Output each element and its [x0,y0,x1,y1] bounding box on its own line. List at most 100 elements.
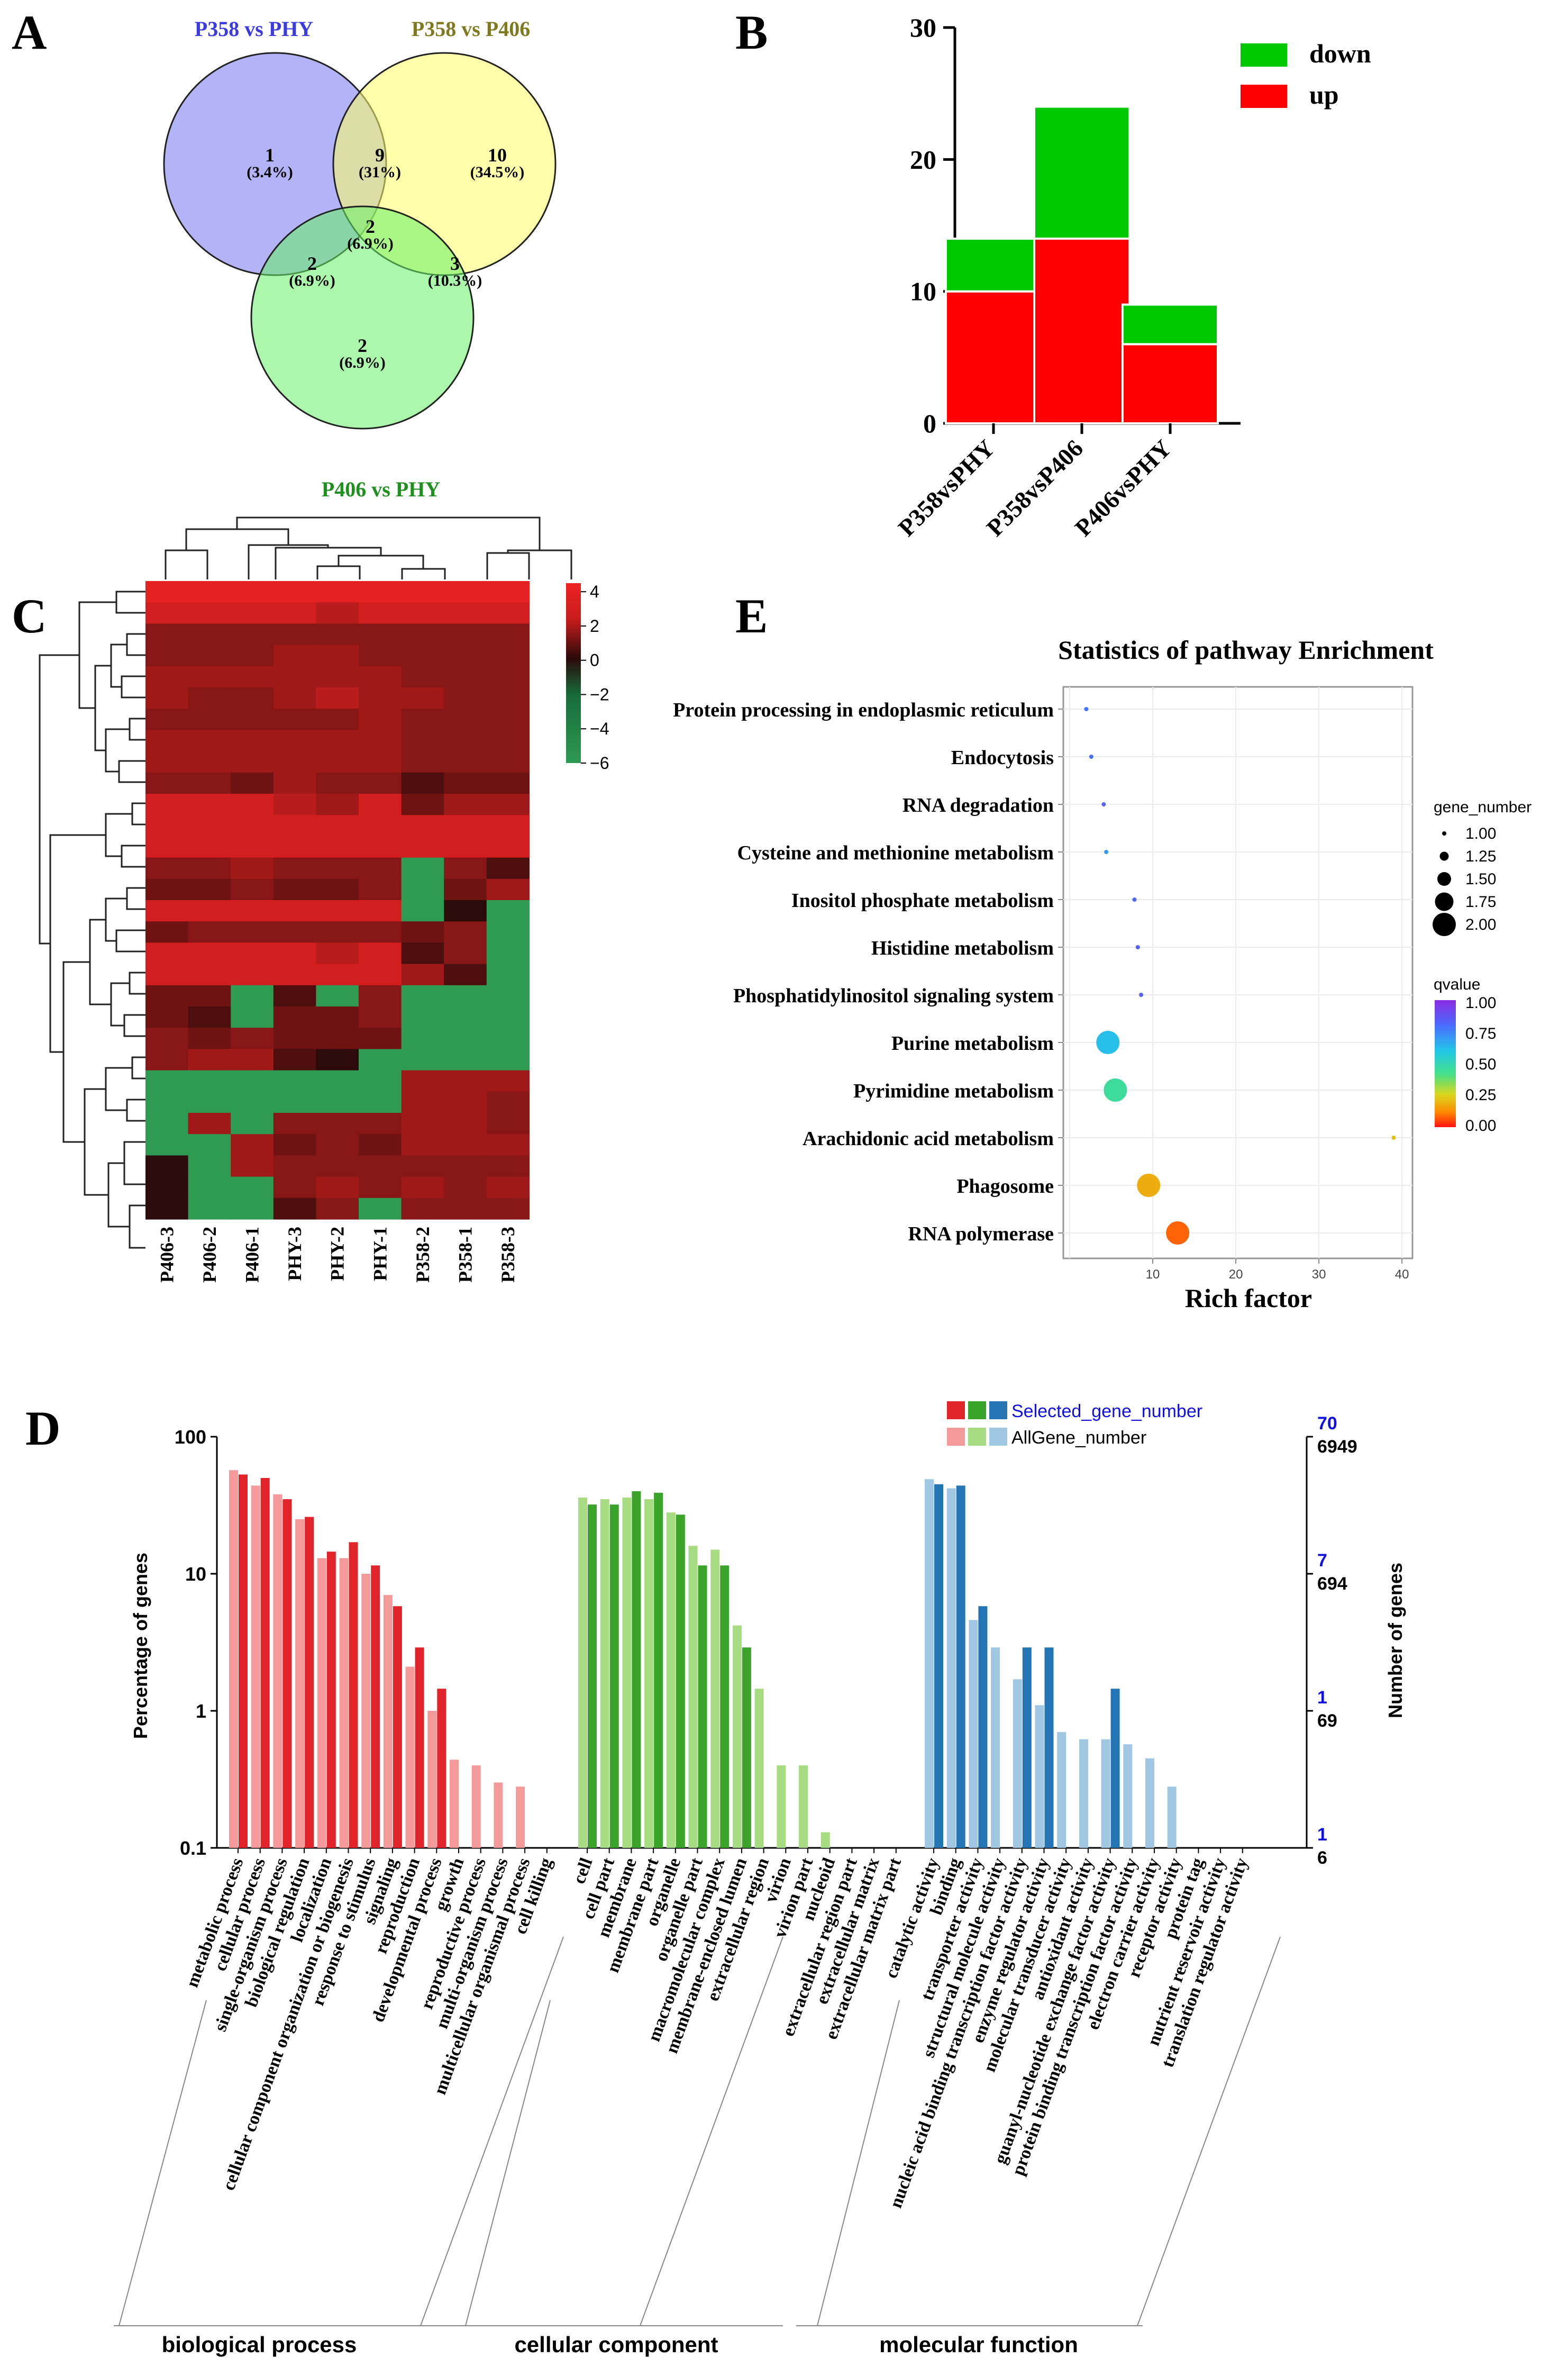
heatmap-cell [273,794,316,815]
heatmap-cell [486,1028,530,1049]
bar-all-catalytic-activity [925,1479,934,1848]
heatmap-cell [188,751,231,773]
column-dendrogram [165,516,572,579]
venn-pct-a-b-c: (6.9%) [347,235,393,252]
bar-selected-cell [588,1504,597,1848]
bar-all-receptor-activity [1167,1786,1177,1848]
venn-pct-only-a: (3.4%) [247,164,293,181]
bar-all-nucleoid [821,1832,830,1848]
heatmap-cell [444,772,487,794]
bar-selected-biological-regulation [305,1517,314,1848]
venn-label-p358-vs-phy: P358 vs PHY [195,17,314,41]
heatmap-cell [486,1091,530,1113]
heatmap-cell [145,1049,189,1071]
bar-selected-guanyl-nucleotide-exchange-factor-activity [1110,1689,1120,1848]
heatmap-cell [273,857,316,879]
heatmap-cell [359,666,402,688]
heatmap-cell [359,1049,402,1071]
heatmap-cell [273,1198,316,1220]
heatmap-cell [145,1155,189,1177]
heatmap-cell [486,666,530,688]
heatmap-col-label-p406-3: P406-3 [156,1227,177,1283]
heatmap-cell [359,1113,402,1135]
bar-selected-transporter-activity [978,1606,988,1848]
heatmap-cell [231,1155,274,1177]
heatmap-cell [401,709,444,730]
heatmap-cell [316,794,359,815]
bar-all-guanyl-nucleotide-exchange-factor-activity [1101,1739,1110,1848]
heatmap-cell [401,1070,444,1092]
heatmap-cell [401,602,444,624]
colorbar-label-3: −2 [590,685,609,704]
heatmap-cell [231,815,274,837]
heatmap-cell [444,602,487,624]
heatmap-cell [401,921,444,943]
venn-count-a-b: 9 [375,144,385,166]
heatmap-cell [188,602,231,624]
qvalue-legend-label-1: 0.75 [1465,1025,1496,1042]
pathway-label-cysteine-and-methionine-metabolism: Cysteine and methionine metabolism [737,842,1054,864]
heatmap-cell [145,1176,189,1199]
heatmap-cell [316,1006,359,1028]
legend-swatch-selected-blue [989,1401,1007,1419]
legend-swatch-all-blue [989,1428,1007,1446]
pathway-label-endocytosis: Endocytosis [951,747,1054,769]
e-xlabel: Rich factor [1185,1283,1312,1313]
bar-all-metabolic-process [229,1470,238,1848]
heatmap-cell [188,709,231,730]
heatmap-cell [444,709,487,730]
bar-selected-cell-part [609,1504,619,1848]
e-title: Statistics of pathway Enrichment [1058,635,1434,665]
heatmap-cell [401,1176,444,1199]
size-legend-label-0: 1.00 [1465,825,1496,842]
heatmap-cell [145,751,189,773]
bar-all-organelle-part [688,1546,698,1848]
heatmap-cell [486,857,530,879]
bar-all-localization [317,1558,326,1848]
heatmap-cell [273,1091,316,1113]
pathway-label-arachidonic-acid-metabolism: Arachidonic acid metabolism [803,1128,1054,1150]
heatmap-cell [486,1070,530,1092]
panel-letter-d: D [25,1401,60,1455]
heatmap-cell [359,921,402,943]
pathway-label-rna-degradation: RNA degradation [902,794,1054,817]
heatmap-cell [231,985,274,1007]
heatmap-cell [188,645,231,667]
venn-pct-b-c: (10.3%) [428,272,482,289]
heatmap-cell [444,964,487,986]
colorbar-label-1: 2 [590,616,599,636]
bar-all-antioxidant-activity [1079,1739,1088,1848]
heatmap-cell [444,836,487,858]
heatmap-cell [401,751,444,773]
venn-count-only-c: 2 [358,335,367,356]
heatmap-cell [316,772,359,794]
legend-label-selected: Selected_gene_number [1011,1401,1202,1421]
heatmap-cell [273,1134,316,1156]
heatmap-cell [188,1134,231,1156]
bar-selected-enzyme-regulator-activity [1044,1647,1054,1848]
heatmap-cell [145,942,189,965]
heatmap-cell [486,964,530,986]
venn-label-p358-vs-p406: P358 vs P406 [412,17,530,41]
heatmap-cell [273,836,316,858]
heatmap-cell [188,666,231,688]
heatmap-cell [188,964,231,986]
heatmap-cell [188,836,231,858]
d-group-bracket-right-1 [640,1936,783,2326]
bar-selected-organelle-part [698,1565,707,1848]
heatmap-cell [231,623,274,646]
heatmap-cell [188,900,231,922]
heatmap-cell [145,794,189,815]
d-group-label-cellular-component: cellular component [514,2332,718,2357]
heatmap-cell [316,985,359,1007]
venn-diagram: P358 vs PHY P358 vs P406 P406 vs PHY 1 (… [163,17,557,501]
heatmap-cell [316,751,359,773]
heatmap-cell [273,666,316,688]
heatmap-cell [145,1028,189,1049]
heatmap-cell [401,666,444,688]
heatmap-cell [401,1028,444,1049]
size-legend-dot-0 [1442,831,1446,836]
heatmap-cell [188,1176,231,1199]
heatmap-cell [231,687,274,709]
venn-count-b-c: 3 [450,253,460,274]
